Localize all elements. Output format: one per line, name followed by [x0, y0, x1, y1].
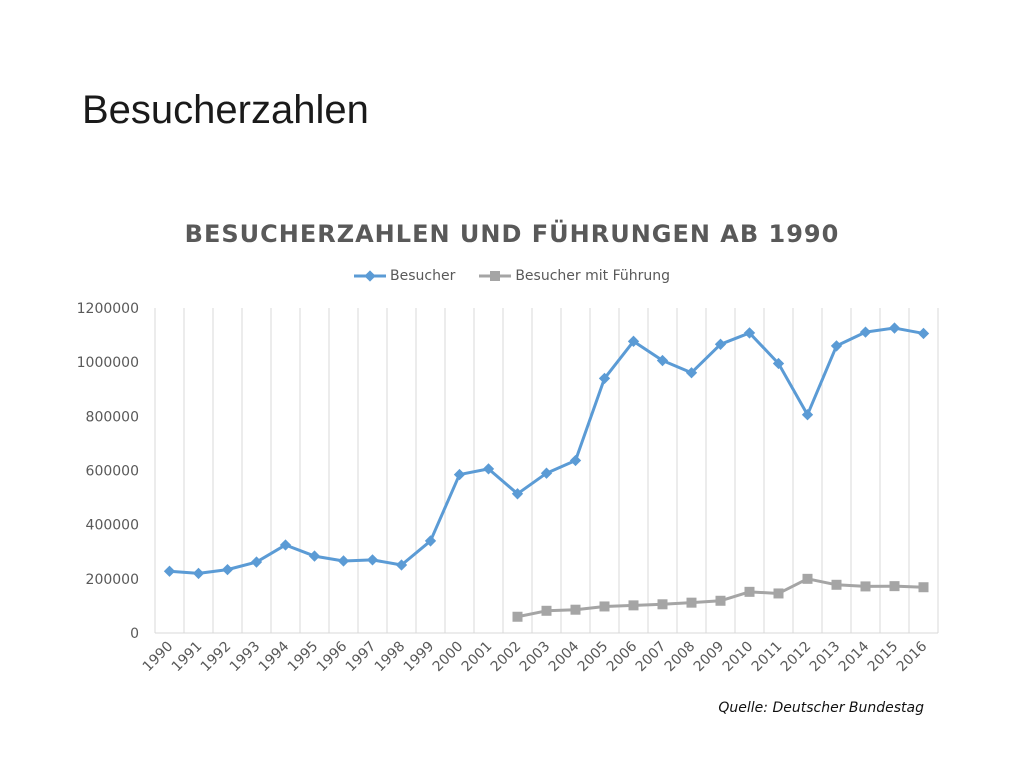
data-point-fuehrung [860, 581, 871, 592]
legend-swatch-fuehrung [479, 271, 512, 281]
data-point-besucher [743, 327, 756, 339]
data-point-besucher [888, 322, 901, 334]
data-point-fuehrung [628, 600, 639, 611]
data-point-fuehrung [802, 573, 813, 584]
y-tick-label: 400000 [86, 518, 139, 534]
y-tick-label: 600000 [86, 464, 139, 480]
y-tick-label: 800000 [86, 409, 139, 425]
data-point-fuehrung [686, 597, 697, 608]
x-tick-label: 2006 [604, 638, 641, 675]
x-tick-label: 2000 [430, 639, 467, 676]
data-point-besucher [801, 409, 814, 421]
x-tick-label: 2007 [633, 639, 670, 676]
data-point-besucher [337, 555, 350, 567]
data-point-fuehrung [744, 586, 755, 597]
data-point-fuehrung [773, 588, 784, 599]
data-point-besucher [308, 550, 321, 562]
data-point-besucher [685, 367, 698, 379]
data-point-besucher [772, 357, 785, 370]
x-tick-label: 2015 [865, 639, 902, 676]
y-tick-label: 1200000 [77, 301, 139, 317]
x-tick-label: 1996 [314, 638, 351, 675]
x-tick-label: 2009 [691, 639, 728, 676]
slide-title: Besucherzahlen [82, 88, 369, 132]
x-tick-label: 2013 [807, 639, 844, 676]
chart-legend: Besucher Besucher mit Führung [0, 268, 1024, 284]
x-tick-label: 2012 [778, 639, 815, 676]
x-tick-label: 2004 [546, 638, 583, 675]
x-tick-label: 2003 [517, 639, 554, 676]
data-point-besucher [540, 467, 553, 479]
data-point-fuehrung [599, 601, 610, 612]
x-tick-label: 2011 [749, 639, 786, 676]
data-point-besucher [221, 563, 234, 576]
y-tick-label: 0 [130, 626, 139, 642]
legend-item-fuehrung: Besucher mit Führung [479, 268, 670, 284]
legend-item-besucher: Besucher [354, 268, 455, 284]
data-point-besucher [453, 468, 466, 481]
legend-label-besucher: Besucher [390, 268, 456, 284]
x-tick-label: 2014 [836, 638, 873, 675]
series-line-besucher [169, 326, 924, 575]
x-tick-label: 2010 [720, 639, 757, 676]
data-point-fuehrung [831, 579, 842, 590]
data-point-besucher [656, 354, 669, 367]
data-point-besucher [511, 488, 524, 500]
y-tick-label: 1000000 [77, 355, 139, 371]
x-tick-label: 1999 [401, 639, 438, 676]
x-tick-label: 1992 [198, 639, 235, 676]
y-tick-label: 200000 [86, 572, 139, 588]
source-note: Quelle: Deutscher Bundestag [718, 700, 924, 716]
data-point-besucher [569, 454, 582, 467]
x-tick-label: 2001 [459, 639, 496, 676]
data-point-fuehrung [657, 599, 668, 610]
x-tick-label: 1998 [372, 639, 409, 676]
data-point-besucher [917, 327, 930, 340]
data-point-besucher [424, 535, 437, 547]
data-point-fuehrung [512, 611, 523, 622]
x-tick-label: 2005 [575, 639, 612, 676]
data-point-fuehrung [889, 581, 900, 592]
x-tick-label: 1994 [256, 638, 293, 675]
data-point-besucher [859, 326, 872, 338]
data-point-besucher [366, 554, 379, 566]
x-tick-label: 2002 [488, 639, 525, 676]
data-point-fuehrung [570, 604, 581, 615]
x-tick-label: 1995 [285, 639, 322, 676]
data-point-besucher [395, 559, 408, 571]
x-tick-label: 2008 [662, 639, 699, 676]
data-point-fuehrung [715, 595, 726, 606]
x-tick-label: 1990 [140, 639, 177, 676]
data-point-besucher [830, 340, 843, 352]
data-point-besucher [627, 335, 640, 347]
data-point-besucher [163, 565, 176, 577]
data-point-besucher [279, 539, 292, 551]
data-point-besucher [482, 463, 495, 475]
legend-swatch-besucher [354, 270, 386, 282]
x-tick-label: 1993 [227, 639, 264, 676]
data-point-besucher [714, 338, 727, 350]
data-point-fuehrung [541, 605, 552, 616]
data-point-besucher [598, 372, 611, 385]
data-point-besucher [192, 567, 205, 580]
x-tick-label: 1997 [343, 639, 380, 676]
legend-label-fuehrung: Besucher mit Führung [515, 268, 670, 284]
x-tick-label: 2016 [894, 638, 931, 675]
chart-title: BESUCHERZAHLEN UND FÜHRUNGEN AB 1990 [184, 220, 840, 248]
data-point-fuehrung [918, 582, 929, 593]
x-tick-label: 1991 [169, 639, 206, 676]
data-point-besucher [250, 556, 263, 568]
